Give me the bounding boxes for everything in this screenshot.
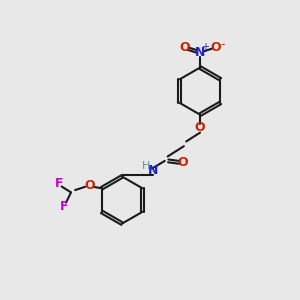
Text: F: F bbox=[54, 177, 63, 190]
Text: O: O bbox=[210, 41, 221, 54]
Text: O: O bbox=[179, 41, 190, 54]
Text: F: F bbox=[60, 200, 69, 213]
Text: -: - bbox=[220, 38, 225, 51]
Text: N: N bbox=[148, 164, 158, 177]
Text: +: + bbox=[201, 42, 209, 52]
Text: O: O bbox=[84, 179, 94, 192]
Text: O: O bbox=[178, 156, 188, 169]
Text: O: O bbox=[195, 122, 206, 134]
Text: H: H bbox=[142, 161, 150, 171]
Text: N: N bbox=[195, 46, 205, 59]
